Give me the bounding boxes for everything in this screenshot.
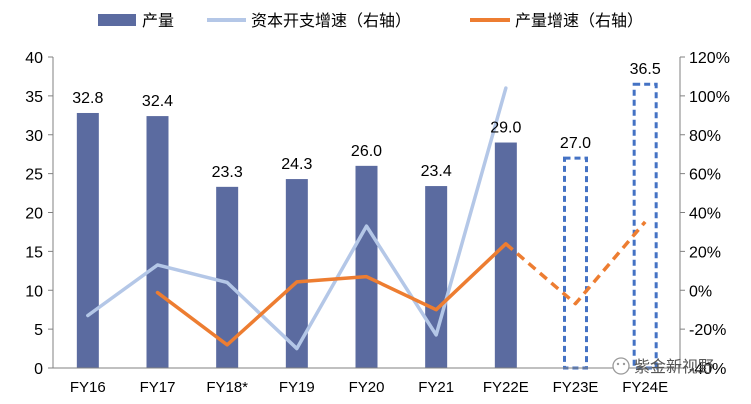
bar-fy20 [355,165,378,368]
bar-fy22e [494,142,517,368]
right-axis-tick-label: 120% [689,50,730,67]
left-axis: 0 5 10 15 20 25 30 35 40 [25,50,54,378]
bar-data-label: 26.0 [351,143,382,160]
watermark-text: 紫金新视野 [634,357,714,376]
wechat-icon [612,357,630,375]
left-axis-tick-label: 15 [25,244,43,261]
legend-label-output: 产量 [142,11,174,30]
x-axis: FY16 FY17 FY18* FY19 FY20 FY21 FY22E FY23E FY24E [53,367,680,396]
right-axis-tick-label: 80% [689,128,721,145]
output-growth-line-estimate [504,220,647,306]
capex-growth-line [86,86,508,351]
legend-label-capex-growth: 资本开支增速（右轴） [251,11,411,30]
bars [76,82,658,370]
wechat-icon-eye-left [616,362,620,366]
bar-fy17 [146,116,169,368]
right-axis-tick-label: 40% [689,206,721,223]
right-axis-tick-label: 60% [689,167,721,184]
x-axis-tick-label: FY23E [553,379,599,396]
x-axis-tick-label: FY20 [349,379,385,396]
x-axis-tick-label: FY24E [622,379,668,396]
output-growth-line [155,242,508,347]
left-axis-tick-label: 35 [25,89,43,106]
bar-data-label: 32.8 [72,90,103,107]
x-axis-tick-label: FY18* [206,379,248,396]
x-axis-tick-label: FY17 [140,379,176,396]
left-axis-tick-label: 10 [25,283,43,300]
legend-label-output-growth: 产量增速（右轴） [515,11,643,30]
bar-data-label: 27.0 [560,135,591,152]
x-axis-tick-label: FY16 [70,379,106,396]
bar-data-label: 36.5 [630,61,661,78]
right-axis-tick-label: 20% [689,244,721,261]
right-axis: -40% -20% 0% 20% 40% 60% 80% 100% 120% [679,50,730,378]
x-axis-tick-label: FY19 [279,379,315,396]
right-axis-tick-label: 100% [689,89,730,106]
bar-fy16 [76,112,99,368]
legend-swatch-output [98,14,136,26]
left-axis-tick-label: 20 [25,206,43,223]
right-axis-tick-label: -20% [689,322,726,339]
bar-data-label: 23.3 [212,164,243,181]
bar-data-label: 24.3 [281,156,312,173]
left-axis-tick-label: 25 [25,167,43,184]
lines [86,86,647,351]
right-axis-tick-label: 0% [689,283,712,300]
bar-data-label: 29.0 [490,120,521,137]
bar-fy21 [425,186,448,368]
x-axis-tick-label: FY21 [418,379,454,396]
left-axis-tick-label: 40 [25,50,43,67]
bar-fy19 [285,179,308,368]
bar-estimate-fy24e [632,82,658,370]
bar-data-label: 23.4 [421,163,452,180]
left-axis-tick-label: 30 [25,128,43,145]
bar-fy18 [216,186,239,368]
data-labels: 32.8 32.4 23.3 24.3 26.0 23.4 29.0 27.0 36.5 [72,61,661,181]
right-axis-tick-label: -40% [689,361,726,378]
bar-estimate-fy23e [563,156,588,370]
legend: 产量 资本开支增速（右轴） 产量增速（右轴） [98,11,643,30]
watermark: 紫金新视野 [612,357,714,376]
wechat-icon-eye-right [622,362,626,366]
bar-data-label: 32.4 [142,93,173,110]
x-axis-tick-label: FY22E [483,379,529,396]
left-axis-tick-label: 0 [34,361,43,378]
left-axis-tick-label: 5 [34,322,43,339]
